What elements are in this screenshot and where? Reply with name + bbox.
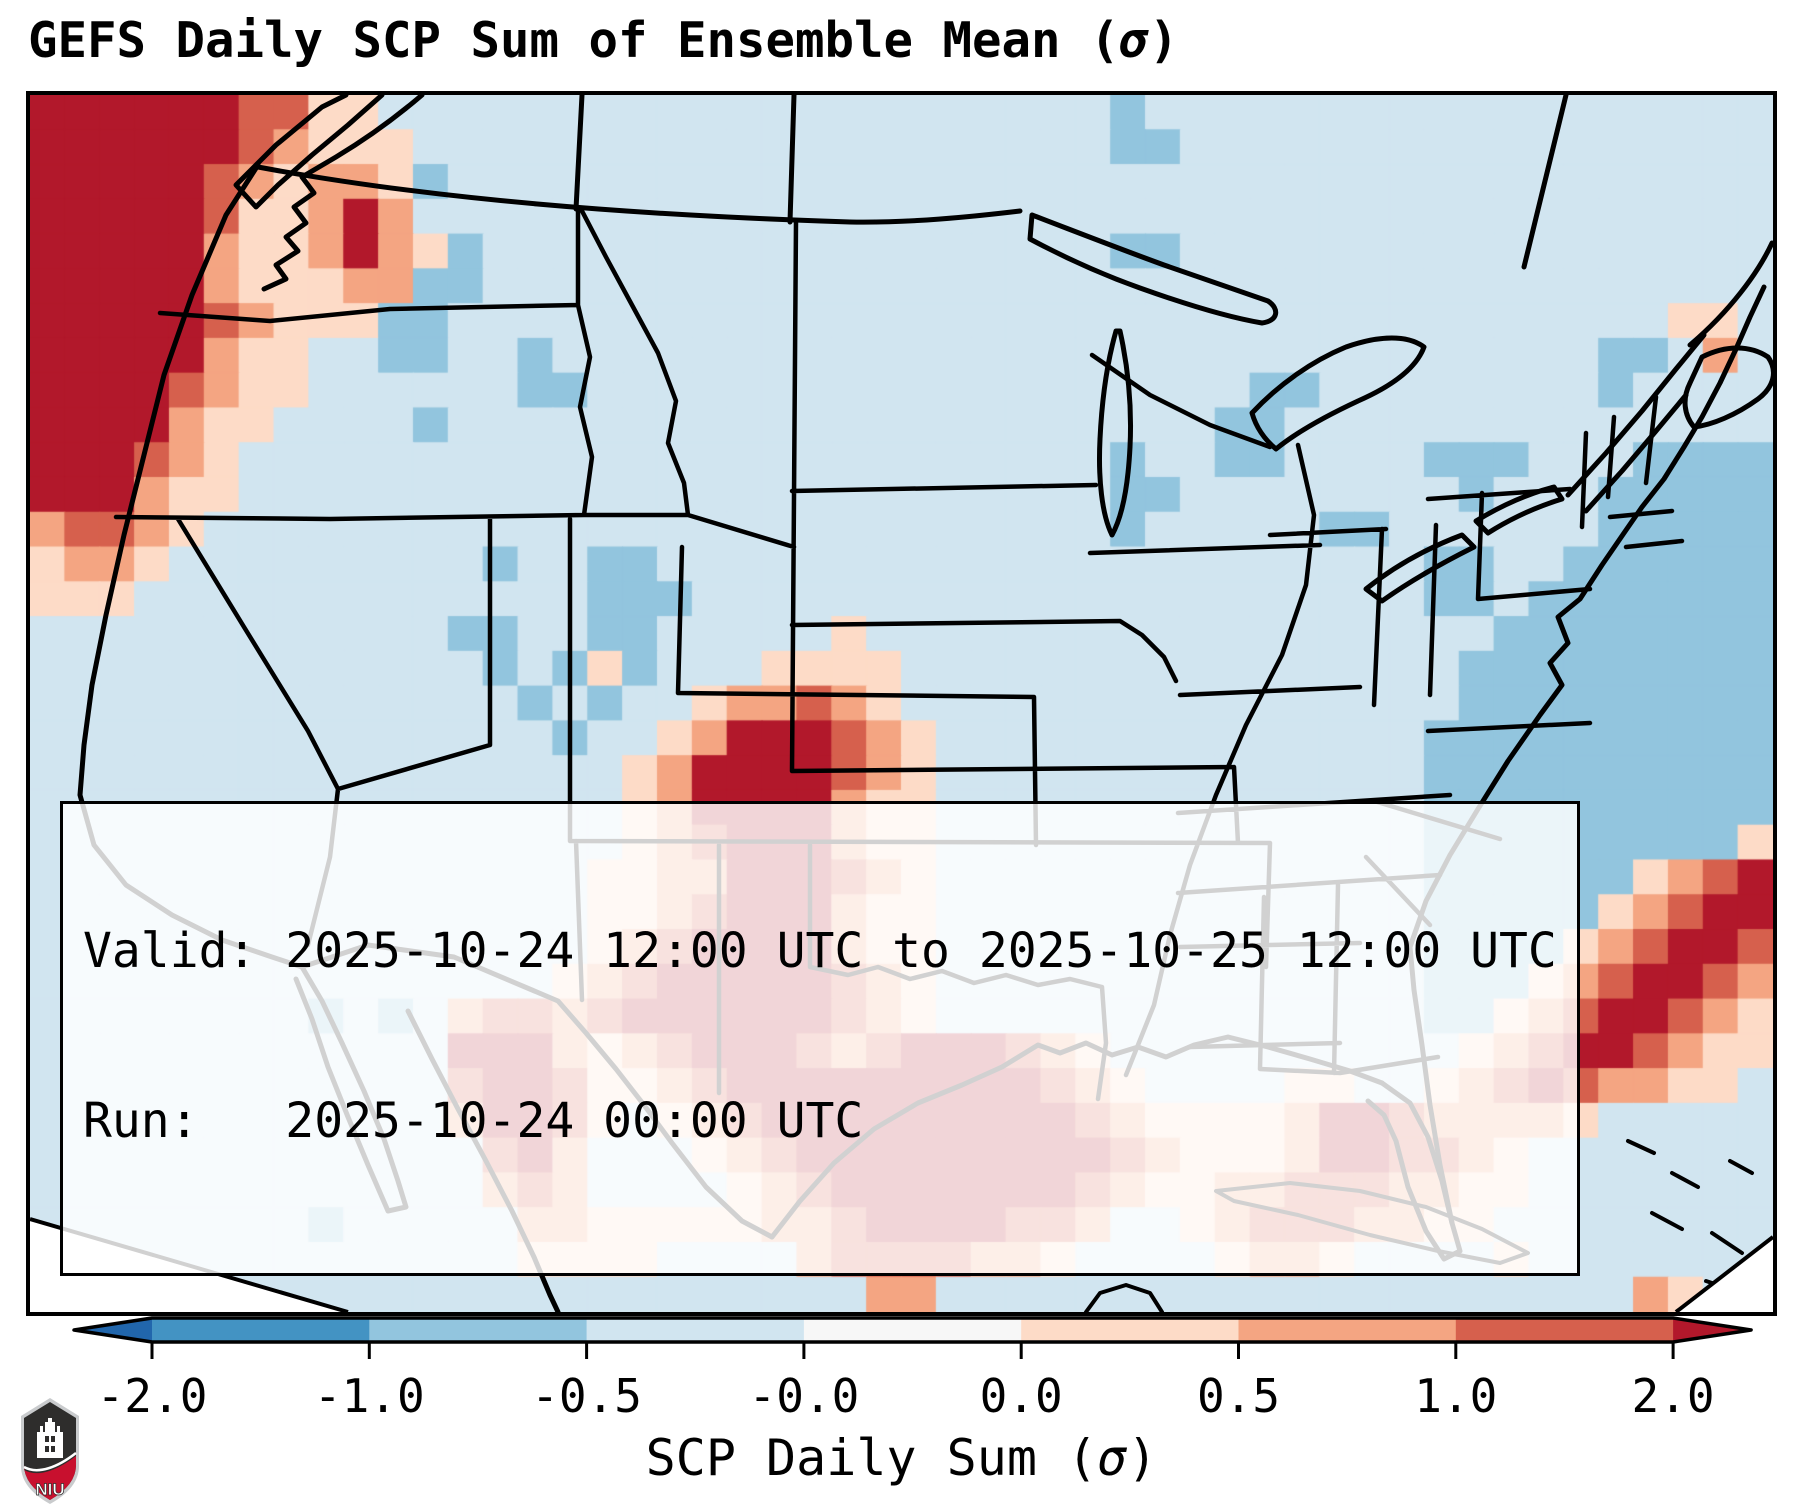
colorbar-tick-label: 0.5: [1197, 1369, 1280, 1423]
nova-scotia-coast: [1682, 345, 1773, 430]
colorbar-under-arrow: [74, 1318, 152, 1342]
canada-us-border: [255, 164, 1023, 225]
colorbar-tick-label: -0.0: [749, 1369, 860, 1423]
colorbar-over-arrow: [1673, 1318, 1752, 1342]
valid-run-info-box: Valid: 2025-10-24 12:00 UTC to 2025-10-2…: [60, 801, 1580, 1276]
niu-swoosh: [23, 1452, 77, 1472]
figure-title: GEFS Daily SCP Sum of Ensemble Mean (σ): [28, 12, 1179, 69]
niu-castle-icon: [37, 1418, 63, 1458]
colorbar-tick-label: -2.0: [97, 1369, 208, 1423]
colorbar-segment: [1238, 1318, 1457, 1342]
figure-title-text: GEFS Daily SCP Sum of Ensemble Mean (: [28, 12, 1120, 69]
lake-huron: [1249, 335, 1427, 452]
lake-superior: [1027, 212, 1279, 326]
colorbar-label-close: ): [1127, 1429, 1158, 1487]
colorbar-segment: [369, 1318, 588, 1342]
gulf-st-lawrence-coast: [1687, 240, 1773, 348]
colorbar-tick-label: -0.5: [531, 1369, 642, 1423]
valid-time-line: Valid: 2025-10-24 12:00 UTC to 2025-10-2…: [83, 923, 1557, 980]
niu-shield-red: [24, 1456, 76, 1500]
map-area: Valid: 2025-10-24 12:00 UTC to 2025-10-2…: [30, 95, 1773, 1312]
niu-logo-text: NIU: [35, 1480, 64, 1499]
colorbar-tick-label: 1.0: [1414, 1369, 1497, 1423]
canada-province-borders: [573, 95, 1569, 270]
niu-castle-windows: [45, 1436, 55, 1452]
colorbar-sigma-symbol: σ: [1097, 1429, 1128, 1487]
colorbar-label: SCP Daily Sum (σ): [0, 1428, 1803, 1488]
colorbar-tick-label: 0.0: [980, 1369, 1063, 1423]
vancouver-island-coast: [233, 95, 385, 210]
sigma-symbol: σ: [1119, 12, 1150, 69]
lake-erie: [1363, 532, 1477, 604]
lake-michigan: [1097, 328, 1134, 538]
colorbar-label-text: SCP Daily Sum (: [645, 1429, 1098, 1487]
colorbar-segment: [803, 1318, 1022, 1342]
st-lawrence-river: [1565, 332, 1707, 514]
colorbar: -2.0 -1.0 -0.5 -0.0 0.0 0.5 1.0 2.0: [72, 1316, 1753, 1423]
colorbar-segment: [1021, 1318, 1240, 1342]
yucatan-coast: [1084, 1283, 1164, 1312]
colorbar-segment: [152, 1318, 370, 1342]
colorbar-tick-label: 2.0: [1632, 1369, 1715, 1423]
lake-ontario: [1473, 484, 1565, 536]
puget-sound-coast: [261, 95, 425, 292]
run-time-line: Run: 2025-10-24 00:00 UTC: [83, 1093, 864, 1150]
figure-title-close: ): [1149, 12, 1179, 69]
projection-edge-right: [1674, 1235, 1773, 1312]
colorbar-segment: [1455, 1318, 1674, 1342]
colorbar-tick-label: -1.0: [314, 1369, 425, 1423]
great-lakes: [1027, 212, 1565, 604]
niu-logo: NIU: [21, 1398, 79, 1504]
colorbar-segment: [586, 1318, 805, 1342]
bahamas-coast: [1626, 1139, 1768, 1293]
